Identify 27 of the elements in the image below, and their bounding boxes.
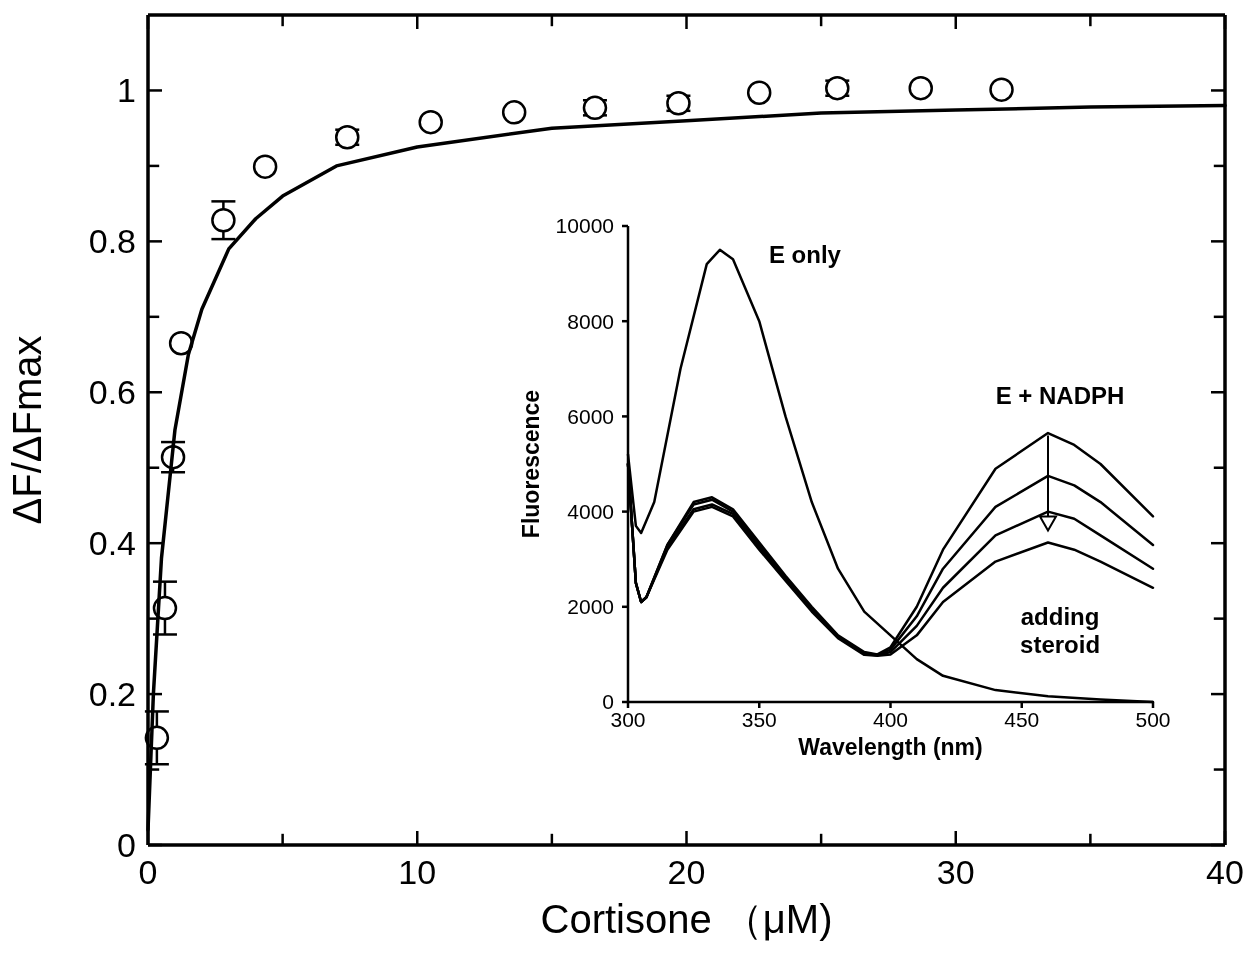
y-tick-label: 4000 [567, 499, 614, 523]
x-tick-label: 10 [398, 853, 437, 892]
x-tick-label: 30 [936, 853, 975, 892]
y-axis-title: Fluorescence [518, 389, 545, 539]
annotation: E + NADPH [995, 381, 1125, 409]
y-axis-title: ΔF/ΔFmax [5, 335, 50, 525]
x-axis-title: Cortisone （μM) [540, 897, 833, 941]
y-tick-label: 2000 [567, 595, 614, 619]
y-tick-label: 6000 [567, 404, 614, 428]
x-tick-label: 350 [741, 707, 777, 731]
y-tick-label: 0.6 [88, 373, 136, 412]
x-tick-label: 450 [1004, 707, 1040, 731]
y-tick-label: 0.8 [88, 222, 136, 261]
y-tick-label: 1 [117, 71, 136, 110]
x-tick-label: 40 [1206, 853, 1244, 892]
y-tick-label: 10000 [555, 214, 614, 238]
y-tick-label: 0.4 [88, 524, 136, 563]
x-axis-title: Wavelength (nm) [798, 734, 983, 761]
annotation: adding steroid [1020, 602, 1101, 659]
y-tick-label: 8000 [567, 309, 614, 333]
y-tick-label: 0 [117, 825, 136, 864]
y-tick-label: 0.2 [88, 674, 136, 713]
x-tick-label: 500 [1135, 707, 1171, 731]
x-tick-label: 400 [872, 707, 909, 731]
x-tick-label: 20 [667, 853, 706, 892]
y-tick-label: 0 [602, 690, 614, 714]
annotation: E only [768, 240, 842, 268]
